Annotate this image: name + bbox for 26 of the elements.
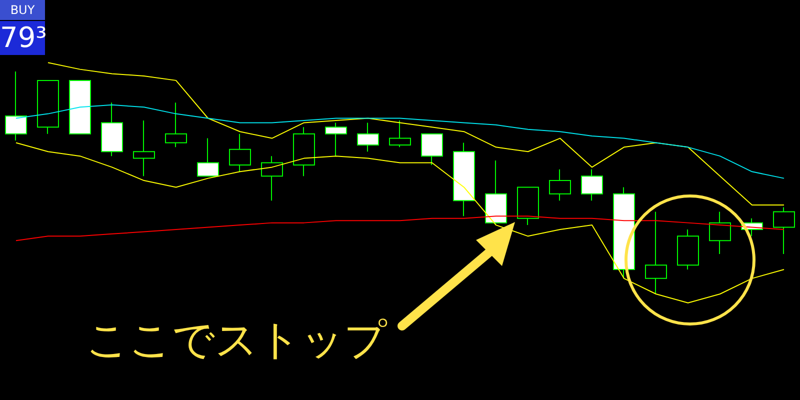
candlestick (517, 186, 539, 226)
candlestick (645, 211, 667, 294)
candlestick (453, 142, 475, 217)
candlestick (549, 168, 571, 202)
candlestick (357, 122, 379, 152)
candlestick (165, 102, 187, 148)
candlestick (69, 80, 91, 134)
candlestick (773, 206, 795, 254)
candlestick (581, 168, 603, 202)
text: BUY (0, 0, 45, 20)
candlestick (293, 126, 315, 177)
candlestick (37, 80, 59, 134)
text: ここでストップ (86, 314, 387, 366)
candlestick (709, 211, 731, 254)
candlestick (197, 138, 219, 177)
candlestick (677, 228, 699, 270)
candlestick (101, 102, 123, 157)
candlestick (261, 156, 283, 202)
candlestick (389, 120, 411, 148)
candlestick (325, 122, 347, 157)
candlestick (485, 160, 507, 226)
candlestick (5, 71, 27, 142)
candlestick (421, 133, 443, 166)
candlestick (613, 186, 635, 279)
candlestick (133, 120, 155, 177)
candlestick (229, 133, 251, 172)
